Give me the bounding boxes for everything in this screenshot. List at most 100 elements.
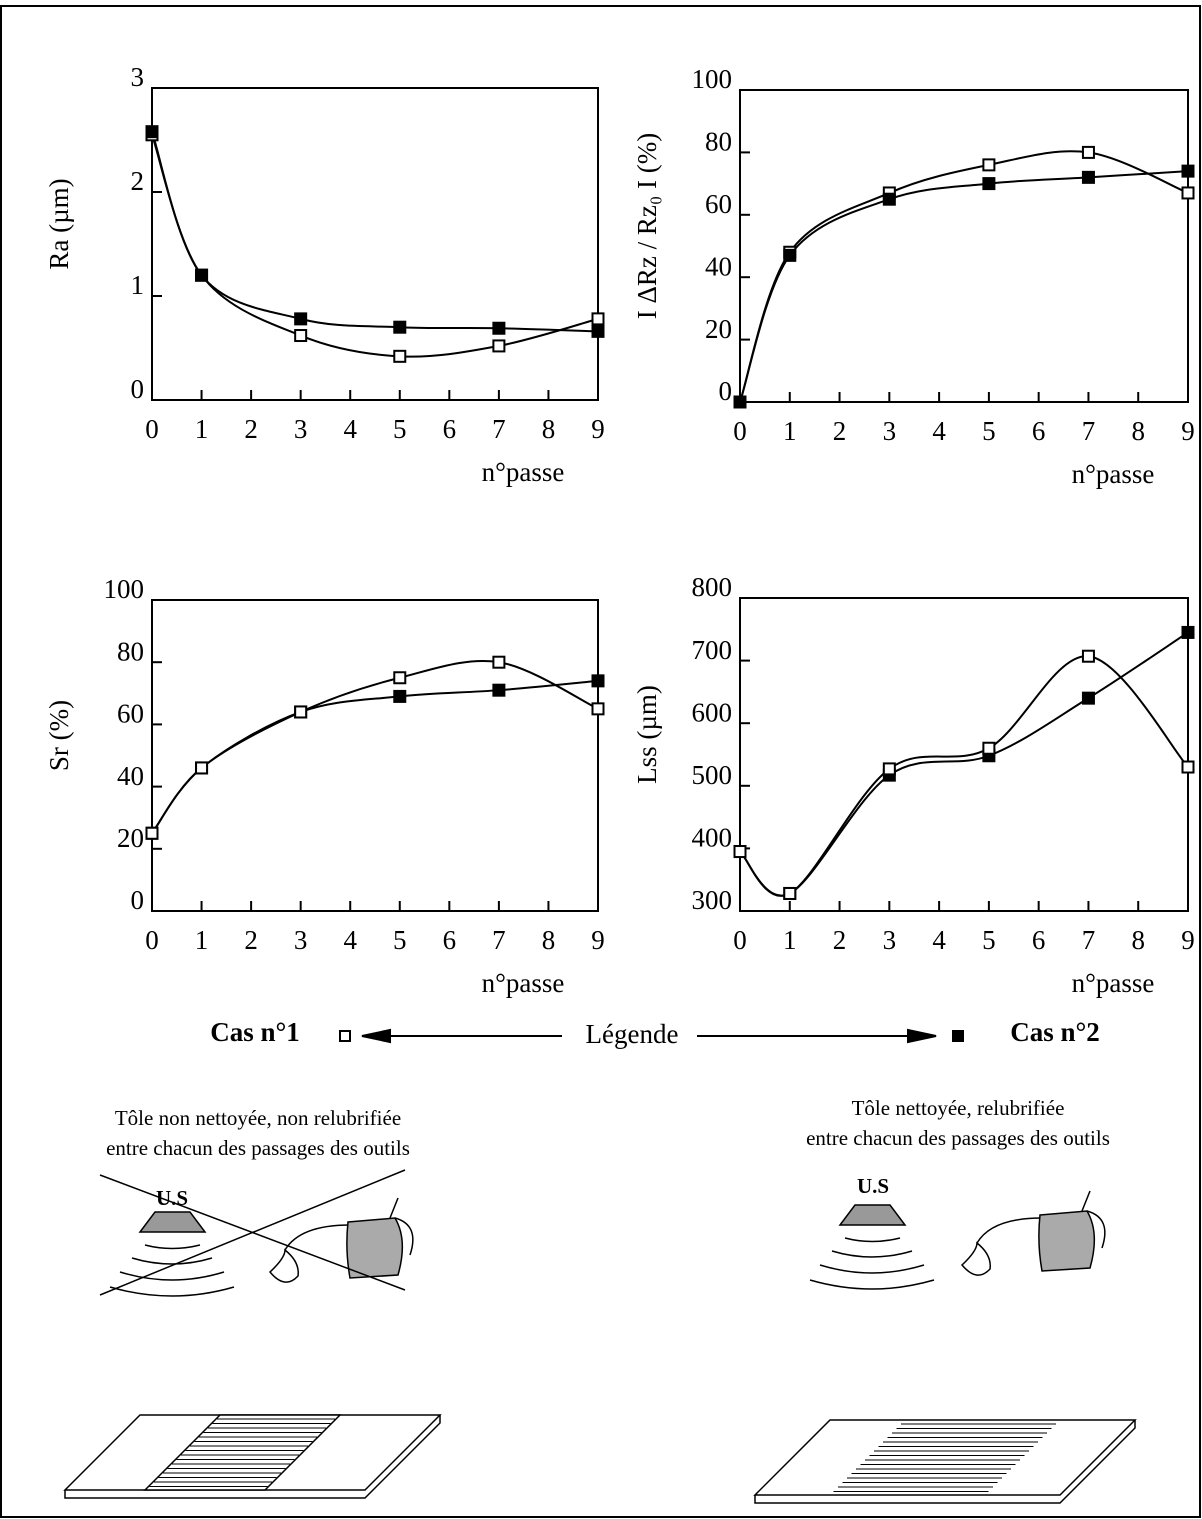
marker	[339, 1030, 351, 1042]
x-tick-label: 7	[1082, 925, 1096, 955]
marker	[492, 683, 506, 697]
y-axis-label: Ra (µm)	[44, 178, 74, 269]
plot-frame	[739, 597, 1189, 912]
x-tick-label: 1	[783, 416, 797, 446]
plate-stripes	[833, 1423, 1056, 1492]
x-tick-label: 9	[1181, 416, 1195, 446]
x-tick-label: 3	[883, 925, 897, 955]
marker	[294, 312, 308, 326]
x-axis-label: n°passe	[1072, 459, 1155, 489]
series-line	[739, 150, 1189, 403]
x-tick-label: 4	[343, 925, 357, 955]
marker	[733, 395, 747, 409]
plot-frame	[151, 87, 599, 401]
x-tick-label: 0	[145, 414, 159, 444]
marker	[393, 671, 407, 685]
frame	[0, 5, 1201, 1518]
x-tick-label: 9	[1181, 925, 1195, 955]
x-tick-label: 6	[1032, 925, 1046, 955]
x-tick-label: 3	[294, 414, 308, 444]
x-tick-label: 2	[244, 414, 258, 444]
marker	[1181, 186, 1195, 200]
x-tick-label: 4	[932, 925, 946, 955]
marker	[393, 349, 407, 363]
marker	[783, 886, 797, 900]
y-tick-label: 0	[719, 376, 733, 406]
x-axis-label: n°passe	[482, 457, 565, 487]
y-axis-label: I ΔRz / Rz₀ I (%)	[632, 133, 662, 319]
x-tick-label: 3	[294, 925, 308, 955]
x-tick-label: 0	[733, 416, 747, 446]
x-tick-label: 9	[591, 414, 605, 444]
marker	[294, 329, 308, 343]
y-tick-label: 40	[705, 251, 732, 281]
marker	[492, 655, 506, 669]
marker	[294, 705, 308, 719]
y-tick-label: 700	[692, 635, 733, 665]
marker	[1081, 649, 1095, 663]
series-line	[151, 131, 599, 333]
illustration-case-1	[63, 1169, 442, 1499]
marker	[492, 339, 506, 353]
x-tick-label: 2	[833, 416, 847, 446]
chart: 300 400 500 600 700 800 0 1 2 3 4 5 6 7 8 9 n°passe Lss (…	[632, 572, 1195, 998]
y-tick-label: 80	[117, 636, 144, 666]
marker	[393, 689, 407, 703]
x-tick-label: 1	[783, 925, 797, 955]
marker	[393, 320, 407, 334]
marker	[1081, 170, 1095, 184]
marker	[982, 741, 996, 755]
illustration-case-2	[753, 1190, 1137, 1504]
x-tick-label: 2	[244, 925, 258, 955]
y-axis-label: Lss (µm)	[632, 685, 662, 784]
x-tick-label: 7	[1082, 416, 1096, 446]
x-tick-label: 5	[393, 925, 407, 955]
marker	[1181, 625, 1195, 639]
plate-stripes	[149, 1418, 335, 1487]
x-tick-label: 5	[393, 414, 407, 444]
marker	[882, 762, 896, 776]
y-tick-label: 3	[131, 62, 145, 92]
series-line	[151, 134, 599, 358]
y-tick-label: 60	[117, 699, 144, 729]
x-tick-label: 7	[492, 925, 506, 955]
x-tick-label: 6	[443, 414, 457, 444]
x-tick-label: 9	[591, 925, 605, 955]
legend-title: Légende	[586, 1019, 679, 1049]
y-tick-label: 300	[692, 885, 733, 915]
marker	[591, 324, 605, 338]
case-description: entre chacun des passages des outils	[106, 1136, 410, 1160]
marker	[1081, 145, 1095, 159]
legend-arrows	[361, 1028, 937, 1044]
y-tick-label: 20	[117, 823, 144, 853]
device-label: U.S	[857, 1174, 889, 1198]
case-description: Tôle nettoyée, relubrifiée	[852, 1096, 1065, 1120]
series-line	[739, 631, 1189, 897]
marker	[982, 158, 996, 172]
y-axis-label: Sr (%)	[44, 700, 74, 771]
marker	[882, 192, 896, 206]
y-tick-label: 400	[692, 823, 733, 853]
x-tick-label: 8	[1131, 416, 1145, 446]
marker	[1181, 760, 1195, 774]
plot-frame	[151, 599, 599, 912]
plot-frame	[739, 89, 1189, 403]
case-description: Tôle non nettoyée, non relubrifiée	[115, 1106, 401, 1130]
x-axis-label: n°passe	[1072, 968, 1155, 998]
marker	[733, 845, 747, 859]
y-tick-label: 0	[131, 885, 145, 915]
series-line	[151, 679, 599, 834]
chart: 0 20 40 60 80 100 0 1 2 3 4 5 6 7 8 9 n°passe I ΔRz / Rz₀…	[632, 64, 1195, 489]
x-tick-label: 5	[982, 416, 996, 446]
marker	[1181, 164, 1195, 178]
marker	[195, 268, 209, 282]
series-line	[739, 655, 1189, 897]
x-tick-label: 7	[492, 414, 506, 444]
legend-label: Cas n°2	[1010, 1017, 1100, 1047]
x-tick-label: 6	[443, 925, 457, 955]
y-tick-label: 80	[705, 127, 732, 157]
series-line	[739, 170, 1189, 403]
y-tick-label: 60	[705, 189, 732, 219]
legend-label: Cas n°1	[210, 1017, 300, 1047]
